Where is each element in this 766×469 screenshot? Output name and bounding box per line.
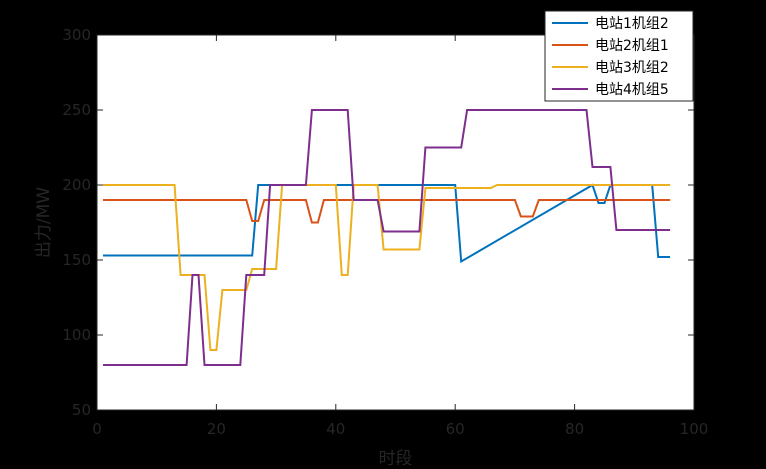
series-line-4 — [103, 109, 671, 366]
y-tick-label: 100 — [62, 326, 91, 344]
y-tick-label: 150 — [62, 251, 91, 269]
series-line-3 — [103, 184, 671, 351]
series-layer — [103, 109, 671, 366]
x-tick-label: 0 — [92, 420, 102, 438]
legend-label-1: 电站1机组2 — [595, 16, 669, 32]
legend-label-3: 电站3机组2 — [595, 60, 669, 76]
legend-label-4: 电站4机组5 — [595, 82, 669, 98]
x-tick-label: 80 — [565, 420, 584, 438]
x-tick-label: 40 — [326, 420, 345, 438]
y-axis-label: 出力/MW — [34, 187, 54, 258]
x-tick-label: 60 — [446, 420, 465, 438]
x-tick-label: 100 — [680, 420, 709, 438]
series-line-1 — [103, 183, 671, 264]
legend-box — [544, 10, 694, 102]
x-axis-label: 时段 — [379, 449, 413, 469]
y-tick-label: 250 — [62, 101, 91, 119]
plot-frame — [96, 34, 695, 411]
y-axis: 50 100 150 200 250 300 — [62, 26, 694, 419]
y-tick-label: 300 — [62, 26, 91, 44]
x-tick-label: 20 — [207, 420, 226, 438]
series-line-2 — [103, 199, 671, 224]
legend-label-2: 电站2机组1 — [595, 38, 669, 54]
y-tick-label: 200 — [62, 176, 91, 194]
legend: 电站1机组2 电站2机组1 电站3机组2 电站4机组5 — [544, 10, 694, 102]
y-tick-label: 50 — [72, 401, 91, 419]
